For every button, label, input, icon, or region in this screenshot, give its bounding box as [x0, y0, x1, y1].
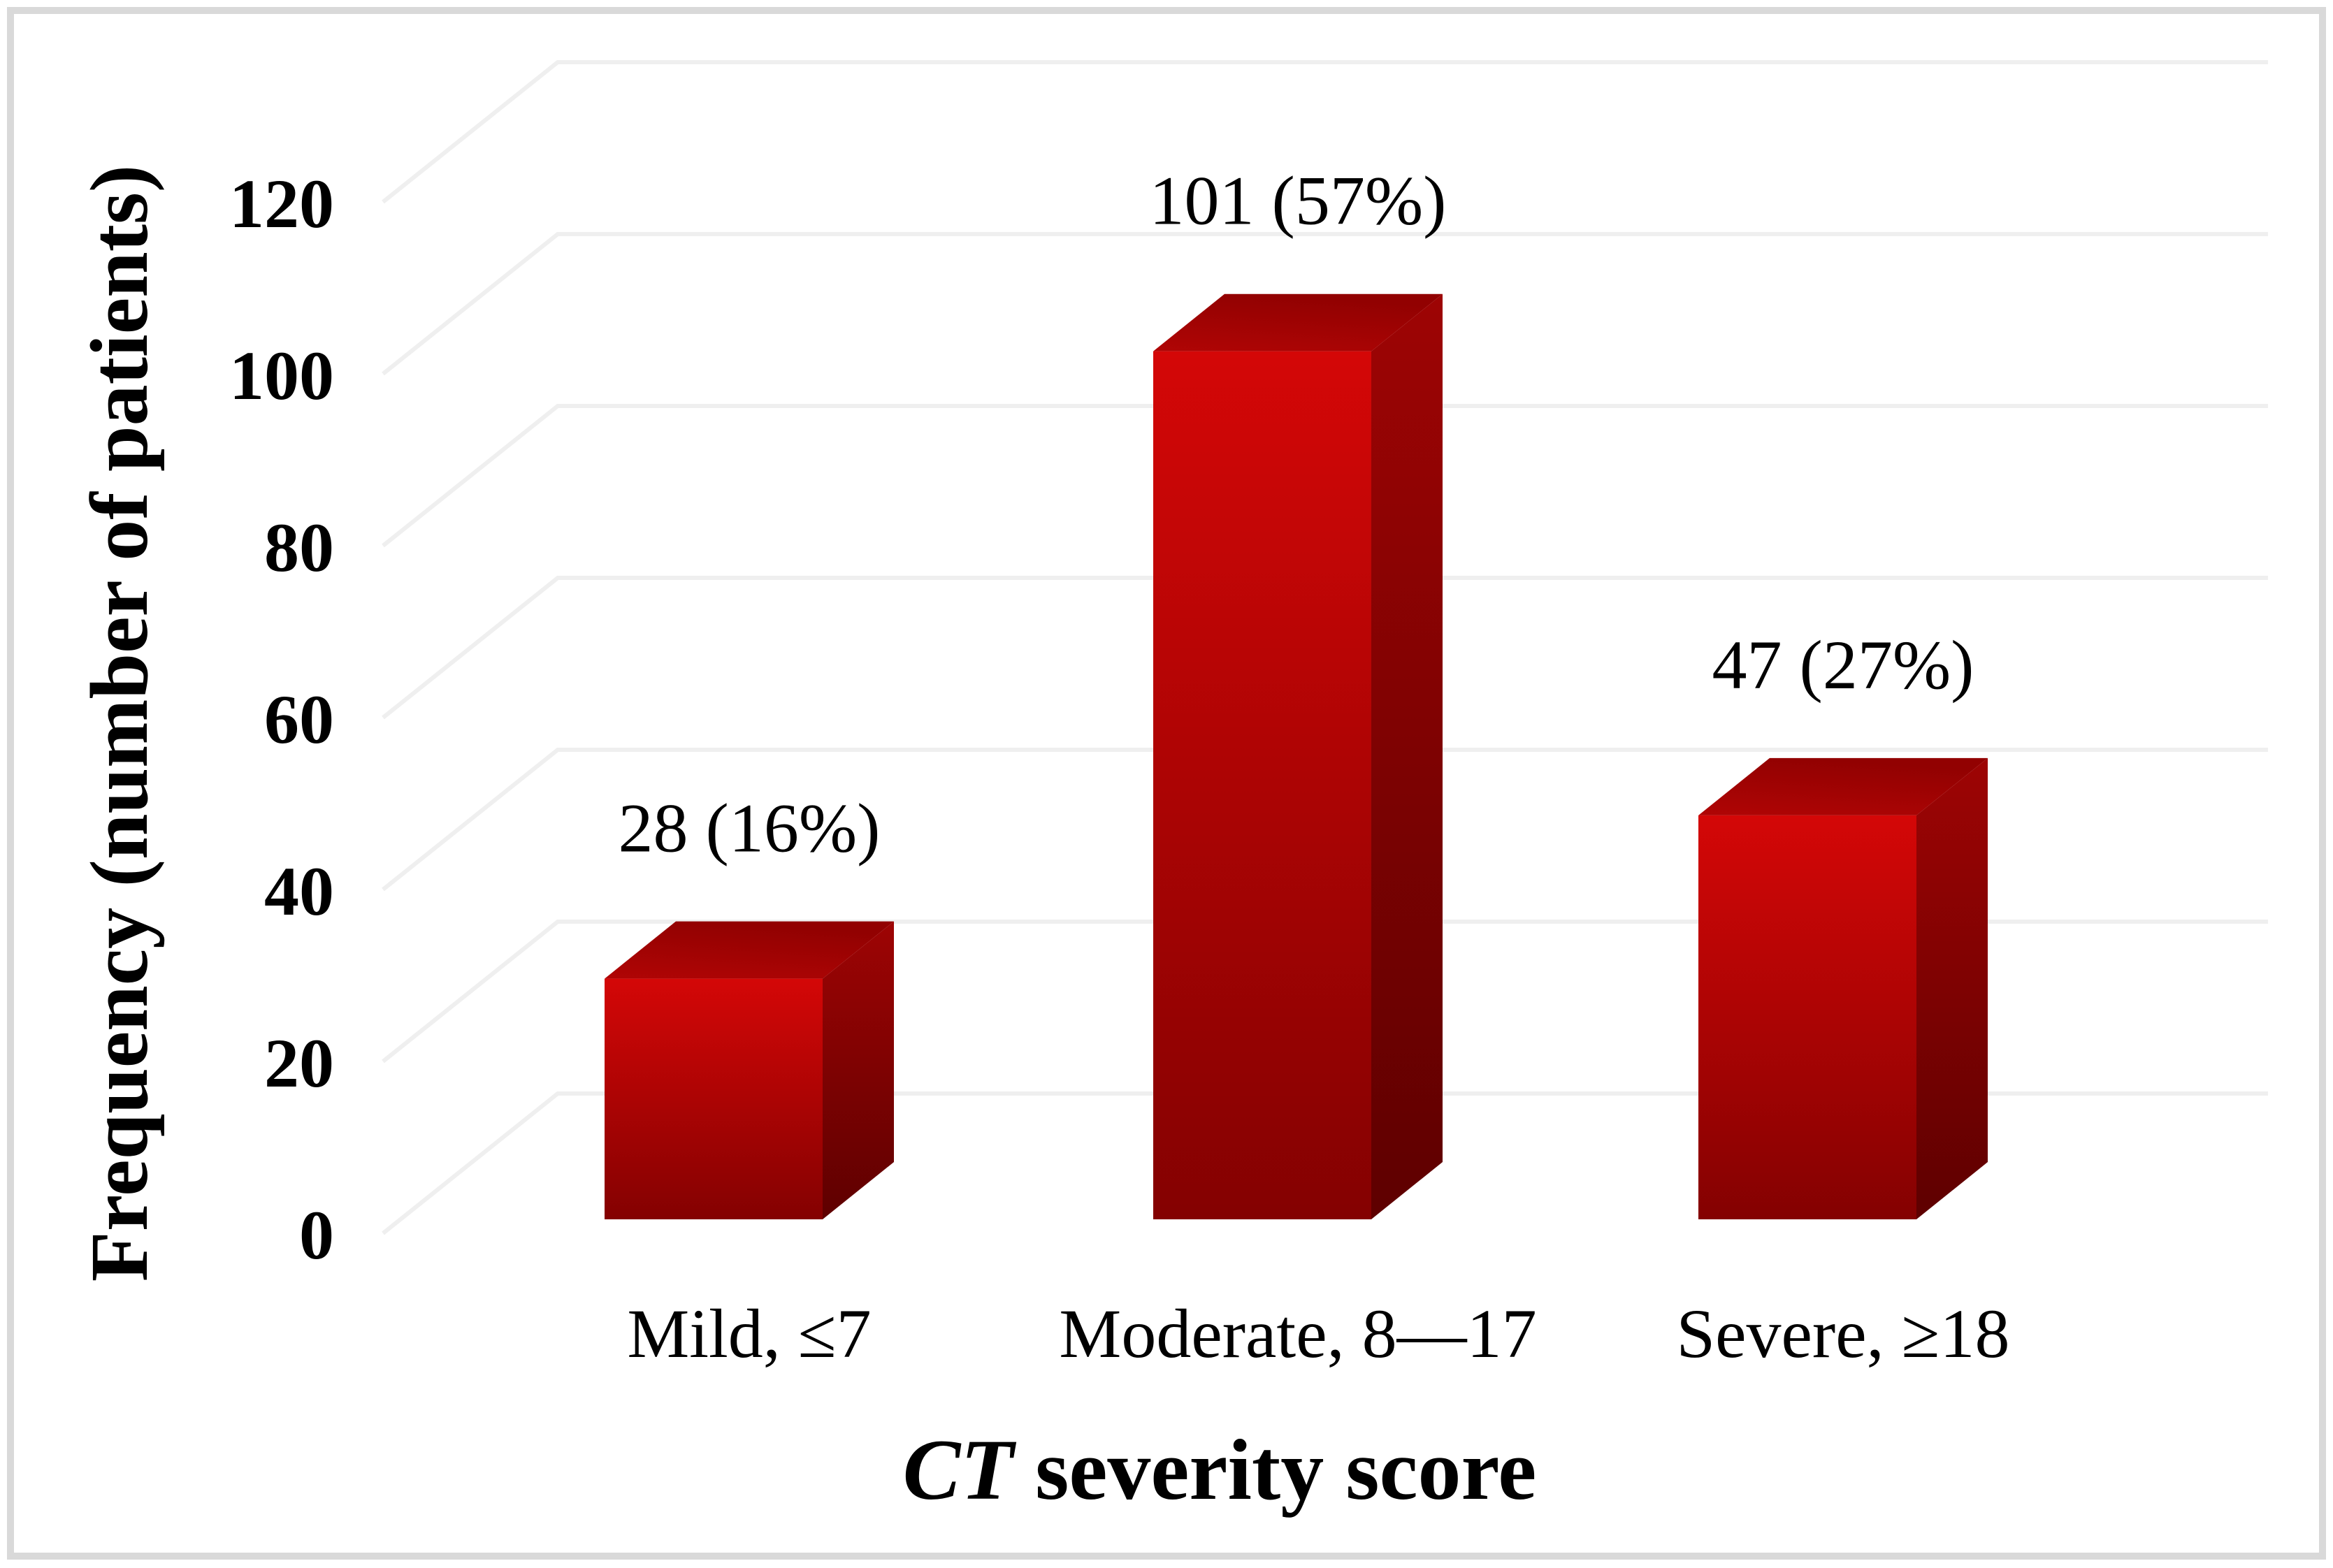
- bar-side-face: [823, 921, 894, 1219]
- bar-top-face: [1153, 293, 1443, 351]
- x-axis-title-rest: severity score: [1013, 1422, 1536, 1518]
- gridline-80: [382, 404, 2268, 548]
- bar-1: [605, 921, 894, 1219]
- gridline-0: [382, 1091, 2268, 1235]
- bar-side-face: [1916, 757, 1988, 1219]
- bar-value-label-2: 101 (57%): [1150, 162, 1447, 240]
- bar-top-face: [605, 921, 894, 979]
- bar-value-label-3: 47 (27%): [1712, 626, 1974, 704]
- bar-front-face: [1698, 815, 1916, 1219]
- bar-3: [1698, 757, 1988, 1219]
- x-axis-title: CT severity score: [903, 1422, 1537, 1518]
- y-tick-label-60: 60: [264, 681, 334, 758]
- bar-side-face: [1371, 293, 1443, 1220]
- bar-front-face: [1153, 351, 1371, 1220]
- x-category-label-2: Moderate, 8—17: [1059, 1295, 1536, 1372]
- bar-2: [1153, 293, 1443, 1220]
- figure-border: [7, 7, 2326, 1560]
- y-tick-label-0: 0: [299, 1196, 334, 1274]
- y-tick-label-20: 20: [264, 1024, 334, 1102]
- x-axis-title-italic-part: CT: [903, 1422, 1017, 1518]
- bar-front-face: [605, 978, 823, 1219]
- x-axis-category-labels: Mild, ≤7 Moderate, 8—17 Severe, ≥18: [627, 1295, 2009, 1372]
- gridline-60: [382, 576, 2268, 720]
- gridline-20: [382, 920, 2268, 1064]
- y-tick-label-100: 100: [229, 337, 334, 414]
- y-axis-title: Frequency (number of patients): [73, 165, 165, 1282]
- y-axis-tick-labels: 0 20 40 60 80 100 120: [229, 165, 334, 1274]
- bar-top-face: [1698, 757, 1988, 815]
- y-tick-label-120: 120: [229, 165, 334, 242]
- y-tick-label-40: 40: [264, 852, 334, 930]
- gridline-100: [382, 232, 2268, 376]
- gridline-120: [382, 60, 2268, 204]
- x-category-label-1: Mild, ≤7: [627, 1295, 871, 1372]
- x-category-label-3: Severe, ≥18: [1677, 1295, 2010, 1372]
- y-tick-label-80: 80: [264, 509, 334, 586]
- gridline-40: [382, 748, 2268, 892]
- bar-value-label-1: 28 (16%): [619, 790, 881, 867]
- bar-value-labels: 28 (16%) 101 (57%) 47 (27%): [619, 162, 1974, 867]
- gridlines: [382, 60, 2268, 1235]
- bars-3d: [605, 293, 1988, 1220]
